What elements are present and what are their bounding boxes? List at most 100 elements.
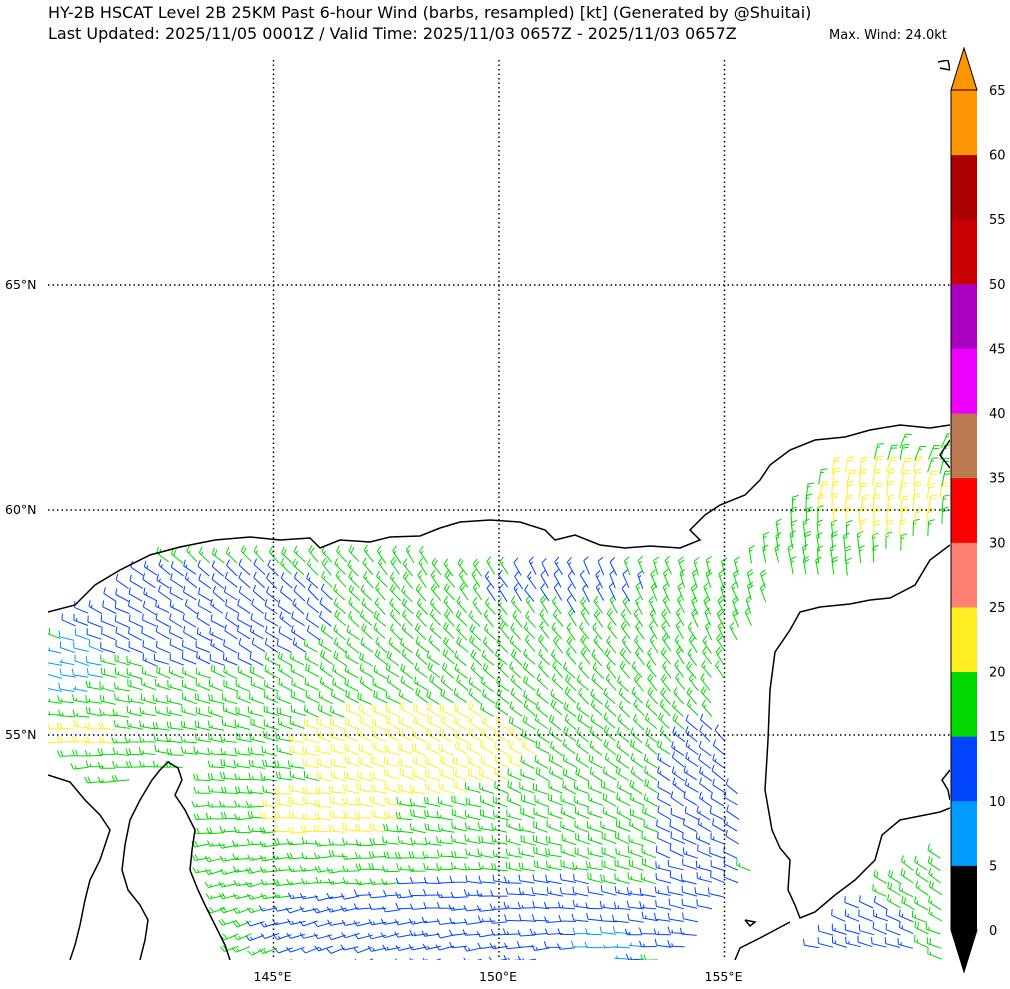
wind-barb bbox=[622, 596, 632, 615]
wind-barb bbox=[263, 730, 279, 742]
wind-barb bbox=[587, 806, 603, 819]
wind-barb bbox=[194, 733, 212, 743]
wind-barb bbox=[546, 887, 563, 897]
wind-barb bbox=[369, 878, 388, 885]
wind-barb bbox=[454, 663, 468, 679]
wind-barb bbox=[114, 693, 131, 703]
wind-barb bbox=[453, 756, 468, 769]
wind-barb bbox=[218, 842, 237, 849]
wind-barb bbox=[691, 568, 698, 588]
wind-barb bbox=[373, 622, 386, 639]
wind-barb bbox=[649, 634, 659, 654]
wind-barb bbox=[373, 690, 388, 704]
wind-barb bbox=[263, 705, 280, 716]
wind-barb bbox=[301, 877, 320, 885]
wind-barb bbox=[626, 900, 644, 910]
wind-barb bbox=[548, 726, 562, 743]
wind-barb bbox=[374, 597, 386, 615]
wind-barb bbox=[477, 822, 495, 832]
wind-barb bbox=[208, 706, 224, 718]
wind-barb bbox=[606, 635, 617, 654]
colorbar-under-arrow bbox=[950, 929, 978, 974]
wind-barb bbox=[517, 902, 536, 909]
wind-barb bbox=[414, 623, 427, 641]
wind-barb bbox=[220, 747, 238, 757]
wind-barb bbox=[614, 831, 630, 845]
wind-barb bbox=[335, 570, 347, 588]
wind-barb bbox=[873, 869, 888, 885]
wind-barb bbox=[571, 913, 589, 922]
wind-barb bbox=[640, 954, 658, 960]
wind-barb bbox=[166, 695, 183, 706]
wind-barb bbox=[223, 639, 238, 654]
wind-barb bbox=[667, 859, 684, 871]
wind-barb bbox=[744, 607, 752, 626]
wind-barb bbox=[280, 585, 293, 602]
wind-barb bbox=[332, 664, 346, 680]
wind-barb bbox=[359, 715, 374, 729]
wind-barb bbox=[181, 652, 197, 665]
wind-barb bbox=[345, 755, 360, 768]
wind-barb bbox=[476, 890, 495, 897]
wind-barb bbox=[268, 546, 280, 564]
wind-barb bbox=[653, 928, 672, 936]
wind-barb bbox=[504, 876, 522, 884]
wind-barb bbox=[520, 807, 536, 819]
wind-barb bbox=[618, 687, 631, 704]
wind-barb bbox=[872, 883, 887, 897]
wind-barb bbox=[368, 919, 387, 926]
wind-barb bbox=[427, 662, 441, 678]
wind-barb bbox=[697, 818, 712, 833]
wind-barb bbox=[208, 693, 225, 704]
wind-barb bbox=[580, 634, 591, 653]
wind-barb bbox=[898, 883, 914, 898]
wind-barb bbox=[353, 903, 372, 910]
wind-barb bbox=[440, 688, 454, 704]
wind-barb bbox=[72, 709, 90, 718]
wind-barb bbox=[234, 747, 252, 756]
wind-barb bbox=[723, 845, 738, 859]
wind-barb bbox=[535, 740, 550, 755]
wind-barb bbox=[368, 891, 387, 899]
wind-barb bbox=[330, 770, 347, 782]
wind-barb bbox=[260, 772, 277, 782]
wind-barb bbox=[659, 725, 672, 743]
wind-barb bbox=[299, 865, 318, 872]
wind-barb bbox=[266, 586, 279, 603]
wind-barb bbox=[412, 703, 427, 718]
wind-barb bbox=[342, 822, 359, 832]
wind-barb bbox=[422, 957, 441, 960]
wind-barb bbox=[710, 860, 726, 872]
wind-barb bbox=[482, 689, 496, 704]
wind-barb bbox=[288, 784, 306, 794]
kuril-islands bbox=[734, 919, 791, 960]
wind-barb bbox=[520, 755, 535, 769]
wind-barb bbox=[429, 608, 441, 626]
wind-barb bbox=[443, 636, 455, 654]
wind-barb bbox=[328, 824, 346, 833]
wind-barb bbox=[832, 467, 841, 485]
wind-barb bbox=[426, 690, 440, 705]
wind-barb bbox=[941, 494, 950, 512]
wind-barb bbox=[697, 844, 712, 858]
wind-barb bbox=[183, 626, 197, 641]
wind-barb bbox=[398, 728, 413, 742]
wind-barb bbox=[575, 832, 591, 845]
wind-barb bbox=[341, 932, 360, 939]
wind-barb bbox=[126, 719, 143, 730]
wind-barb bbox=[463, 945, 482, 952]
wind-barb bbox=[386, 650, 400, 667]
wind-barb bbox=[394, 958, 414, 960]
wind-barb bbox=[656, 819, 671, 833]
wind-barb bbox=[195, 707, 212, 718]
wind-barb bbox=[701, 660, 712, 678]
wind-barb bbox=[58, 630, 75, 641]
wind-barb bbox=[155, 706, 171, 717]
wind-barb bbox=[912, 493, 921, 511]
wind-barb bbox=[152, 721, 170, 731]
wind-barb bbox=[629, 739, 644, 755]
wind-barb bbox=[290, 664, 305, 678]
wind-barb bbox=[153, 733, 170, 743]
wind-barb bbox=[245, 934, 264, 942]
wind-barb bbox=[518, 874, 535, 884]
